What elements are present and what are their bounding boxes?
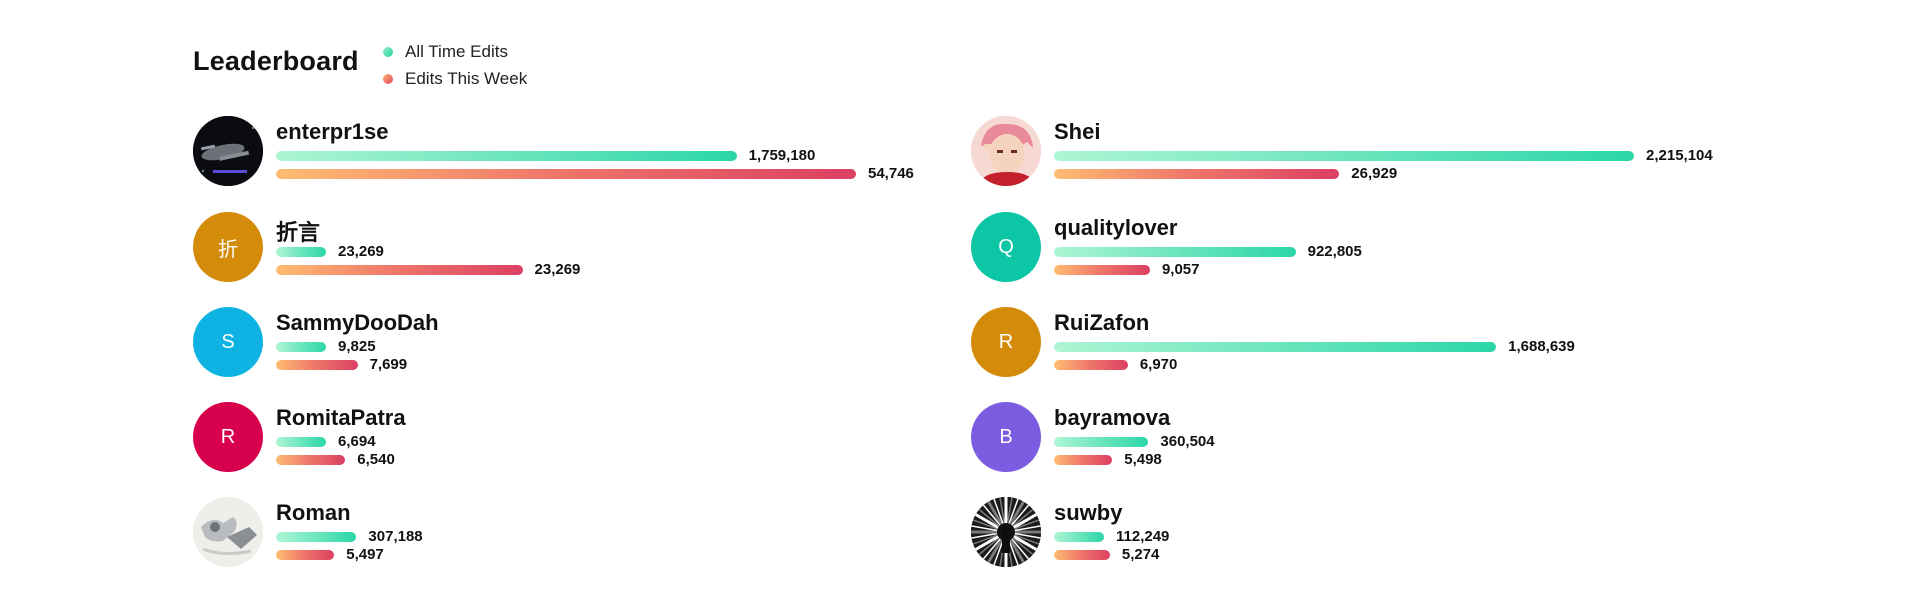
this-week-bar bbox=[1054, 265, 1150, 275]
this-week-value: 5,498 bbox=[1124, 451, 1162, 468]
all-time-value: 360,504 bbox=[1160, 433, 1215, 450]
avatar[interactable]: R bbox=[193, 402, 263, 472]
this-week-value: 23,269 bbox=[534, 261, 581, 278]
leaderboard-row[interactable]: Roman 307,188 5,497 bbox=[193, 497, 953, 569]
starship-photo-icon bbox=[193, 116, 263, 186]
page-title: Leaderboard bbox=[193, 46, 359, 76]
all-time-bar bbox=[1054, 342, 1497, 352]
user-name[interactable]: suwby bbox=[1054, 500, 1123, 525]
all-time-bar bbox=[1054, 151, 1634, 161]
leaderboard-row[interactable]: S SammyDooDah 9,825 7,699 bbox=[193, 307, 953, 379]
this-week-value: 5,497 bbox=[346, 546, 384, 563]
leaderboard-row[interactable]: R RuiZafon 1,688,639 6,970 bbox=[971, 307, 1731, 379]
avatar[interactable] bbox=[193, 116, 263, 186]
this-week-bar bbox=[1054, 455, 1113, 465]
leaderboard-row[interactable]: Shei 2,215,104 26,929 bbox=[971, 116, 1731, 188]
all-time-value: 2,215,104 bbox=[1646, 147, 1713, 164]
this-week-value: 7,699 bbox=[369, 356, 408, 373]
all-time-value: 9,825 bbox=[338, 338, 376, 355]
this-week-bar bbox=[276, 265, 523, 275]
legend-dot-red-icon bbox=[383, 73, 393, 84]
this-week-value: 54,746 bbox=[868, 165, 914, 182]
leaderboard-row[interactable]: 折 折言 23,269 23,269 bbox=[193, 212, 953, 284]
avatar-initial: S bbox=[221, 330, 235, 353]
legend: All Time Edits Edits This Week bbox=[383, 38, 527, 92]
all-time-value: 23,269 bbox=[338, 243, 384, 260]
user-name[interactable]: enterpr1se bbox=[276, 119, 389, 144]
avatar[interactable]: B bbox=[971, 402, 1041, 472]
avatar-initial: R bbox=[220, 425, 236, 448]
leaderboard-row[interactable]: suwby 112,249 5,274 bbox=[971, 497, 1731, 569]
this-week-bar bbox=[1054, 550, 1110, 560]
avatar-initial: 折 bbox=[218, 238, 238, 261]
avatar[interactable] bbox=[193, 497, 263, 567]
avatar-initial: R bbox=[998, 330, 1014, 353]
legend-item-this-week: Edits This Week bbox=[383, 65, 527, 92]
all-time-value: 1,759,180 bbox=[748, 147, 816, 164]
avatar[interactable] bbox=[971, 497, 1041, 567]
all-time-value: 6,694 bbox=[338, 433, 376, 450]
legend-item-all-time: All Time Edits bbox=[383, 38, 527, 65]
all-time-bar bbox=[1054, 437, 1149, 447]
avatar[interactable]: Q bbox=[971, 212, 1041, 282]
legend-label: All Time Edits bbox=[405, 41, 508, 61]
user-name[interactable]: Shei bbox=[1054, 119, 1101, 144]
avatar[interactable]: S bbox=[193, 307, 263, 377]
all-time-bar bbox=[1054, 247, 1296, 257]
avatar[interactable]: R bbox=[971, 307, 1041, 377]
all-time-bar bbox=[276, 532, 357, 542]
user-name[interactable]: bayramova bbox=[1054, 405, 1171, 430]
avatar[interactable] bbox=[971, 116, 1041, 186]
legend-dot-green-icon bbox=[383, 46, 393, 57]
anime-portrait-icon bbox=[971, 116, 1041, 186]
user-name[interactable]: Roman bbox=[276, 500, 351, 525]
this-week-value: 9,057 bbox=[1161, 261, 1200, 278]
legend-label: Edits This Week bbox=[405, 68, 528, 88]
this-week-bar bbox=[276, 169, 856, 179]
avatar[interactable]: 折 bbox=[193, 212, 263, 282]
user-name[interactable]: RuiZafon bbox=[1054, 310, 1150, 335]
this-week-bar bbox=[276, 550, 335, 560]
this-week-bar bbox=[276, 360, 358, 370]
user-name[interactable]: SammyDooDah bbox=[276, 310, 439, 335]
avatar-initial: B bbox=[999, 425, 1013, 448]
this-week-value: 26,929 bbox=[1351, 165, 1398, 182]
leaderboard-row[interactable]: R RomitaPatra 6,694 6,540 bbox=[193, 402, 953, 474]
avatar-initial: Q bbox=[998, 235, 1014, 258]
this-week-bar bbox=[1054, 169, 1340, 179]
this-week-value: 6,970 bbox=[1139, 356, 1178, 373]
this-week-value: 5,274 bbox=[1121, 546, 1160, 563]
user-name[interactable]: qualitylover bbox=[1054, 215, 1178, 240]
all-time-bar bbox=[276, 342, 326, 352]
all-time-value: 112,249 bbox=[1116, 528, 1170, 545]
user-name[interactable]: RomitaPatra bbox=[276, 405, 406, 430]
all-time-value: 1,688,639 bbox=[1508, 338, 1575, 355]
sketch-photo-icon bbox=[193, 497, 263, 567]
all-time-bar bbox=[276, 247, 326, 257]
user-name[interactable]: 折言 bbox=[276, 220, 321, 245]
all-time-bar bbox=[276, 437, 326, 447]
all-time-value: 307,188 bbox=[368, 528, 423, 545]
all-time-bar bbox=[1054, 532, 1104, 542]
leaderboard-row[interactable]: enterpr1se 1,759,180 54,746 bbox=[193, 116, 953, 188]
this-week-bar bbox=[1054, 360, 1128, 370]
starburst-photo-icon bbox=[971, 497, 1041, 567]
all-time-bar bbox=[276, 151, 737, 161]
all-time-value: 922,805 bbox=[1307, 243, 1362, 260]
this-week-bar bbox=[276, 455, 346, 465]
this-week-value: 6,540 bbox=[357, 451, 395, 468]
